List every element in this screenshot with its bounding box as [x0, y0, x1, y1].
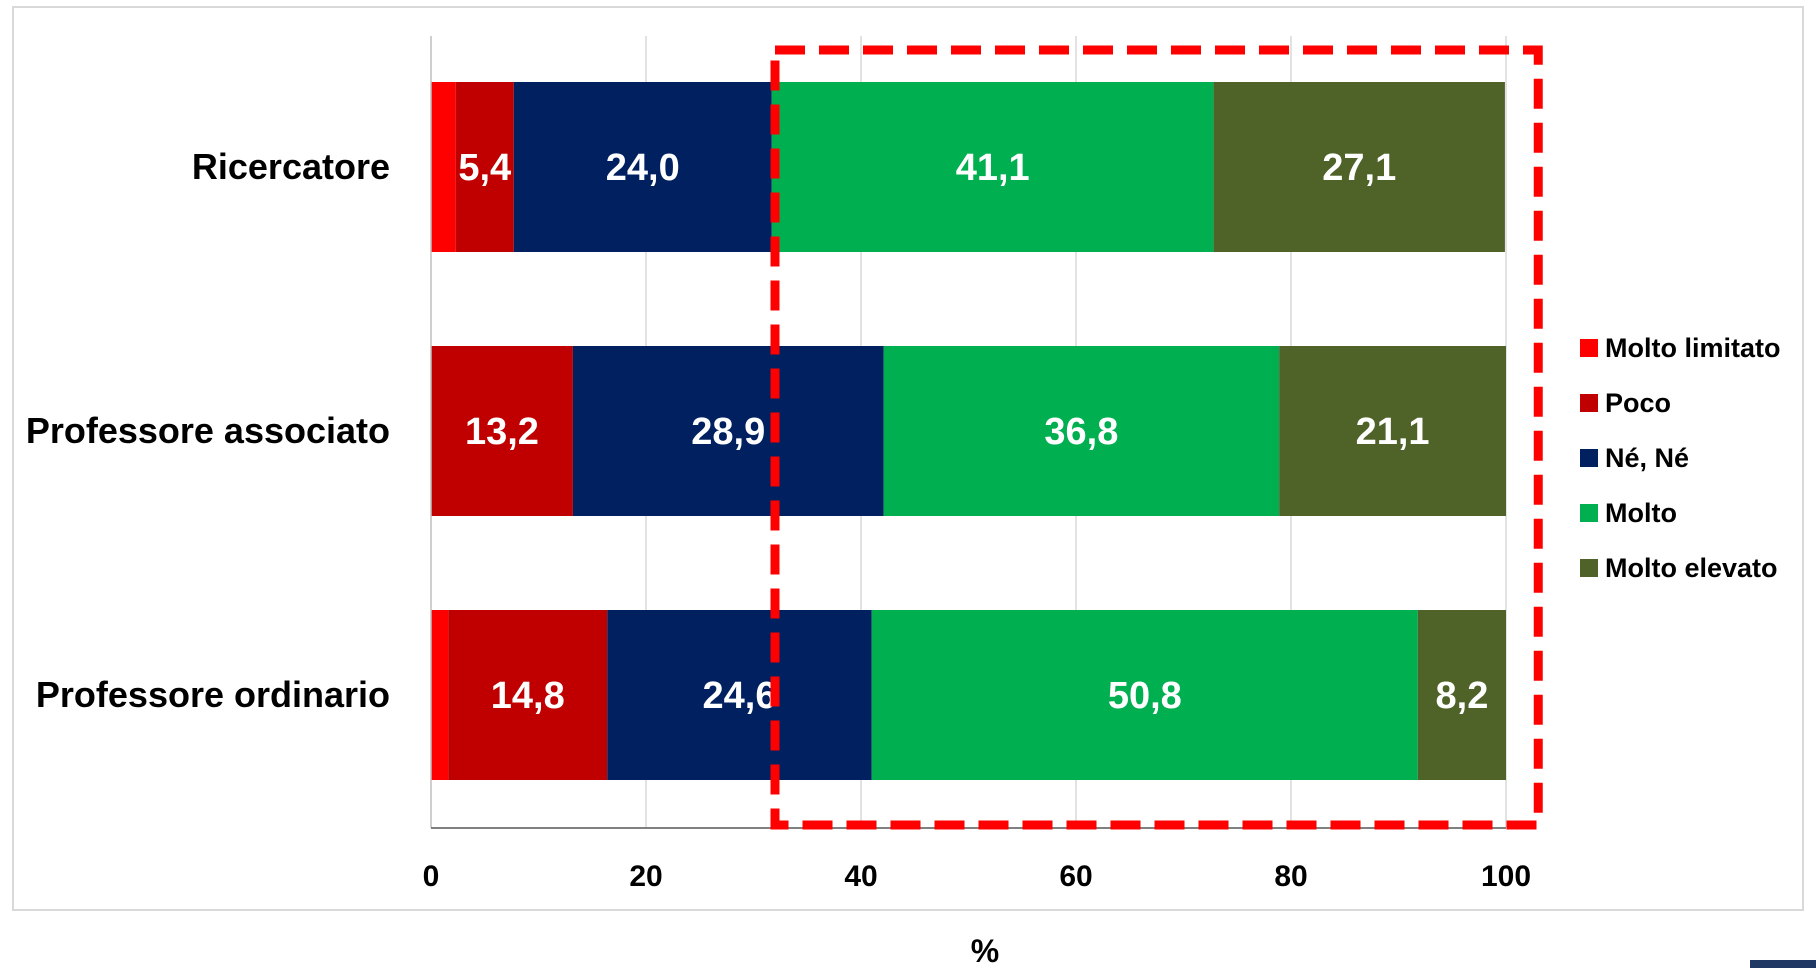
category-label: Professore ordinario	[36, 674, 390, 715]
corner-mark	[1750, 960, 1816, 968]
data-label: 36,8	[1044, 411, 1118, 453]
category-label: Professore associato	[26, 410, 390, 451]
data-label: 24,6	[703, 675, 777, 717]
legend-label: Poco	[1605, 388, 1671, 418]
legend-label: Né, Né	[1605, 443, 1689, 473]
bar-segment	[883, 346, 1280, 516]
legend: Molto limitato Poco Né, Né Molto Molto eleva…	[1580, 333, 1780, 583]
category-label: Ricercatore	[192, 146, 390, 187]
bar-segment	[1279, 346, 1506, 516]
bar-segment	[771, 82, 1214, 252]
legend-swatch	[1580, 504, 1598, 522]
legend-label: Molto elevato	[1605, 553, 1778, 583]
x-axis-title: %	[971, 933, 999, 968]
axis-layer: 0 20 40 60 80 100 Ricercatore Professore associ…	[26, 36, 1531, 893]
data-label: 27,1	[1322, 147, 1396, 189]
bar-segment	[455, 82, 514, 252]
legend-swatch	[1580, 559, 1598, 577]
x-tick-label: 80	[1274, 860, 1307, 893]
bar-segment	[1213, 82, 1505, 252]
data-label: 41,1	[956, 147, 1030, 189]
data-label: 14,8	[491, 675, 565, 717]
legend-swatch	[1580, 339, 1598, 357]
legend-label: Molto	[1605, 498, 1677, 528]
data-label: 28,9	[691, 411, 765, 453]
x-tick-label: 20	[629, 860, 662, 893]
bar-segment	[607, 610, 872, 780]
data-label: 13,2	[465, 411, 539, 453]
bar-segment	[513, 82, 772, 252]
legend-label: Molto limitato	[1605, 333, 1780, 363]
bar-segment	[431, 346, 573, 516]
bar-segment	[448, 610, 608, 780]
bar-segment	[431, 82, 456, 252]
bar-segment	[1417, 610, 1506, 780]
bar-labels-layer: 5,4 24,0 41,1 27,1 13,2 28,9 36,8 21,1 14,8 24,6 5…	[458, 147, 1488, 717]
highlight-box	[770, 45, 1543, 830]
bars-layer	[431, 82, 1506, 780]
data-label: 24,0	[606, 147, 680, 189]
bar-segment	[572, 346, 884, 516]
x-tick-label: 40	[844, 860, 877, 893]
x-tick-label: 0	[423, 860, 440, 893]
bar-segment	[431, 610, 449, 780]
bar-segment	[871, 610, 1418, 780]
data-label: 21,1	[1356, 411, 1430, 453]
x-tick-label: 100	[1481, 860, 1531, 893]
x-tick-label: 60	[1059, 860, 1092, 893]
data-label: 50,8	[1108, 675, 1182, 717]
data-label: 5,4	[458, 147, 511, 189]
legend-swatch	[1580, 394, 1598, 412]
highlight-box-layer	[770, 45, 1543, 830]
legend-swatch	[1580, 449, 1598, 467]
data-label: 8,2	[1436, 675, 1489, 717]
